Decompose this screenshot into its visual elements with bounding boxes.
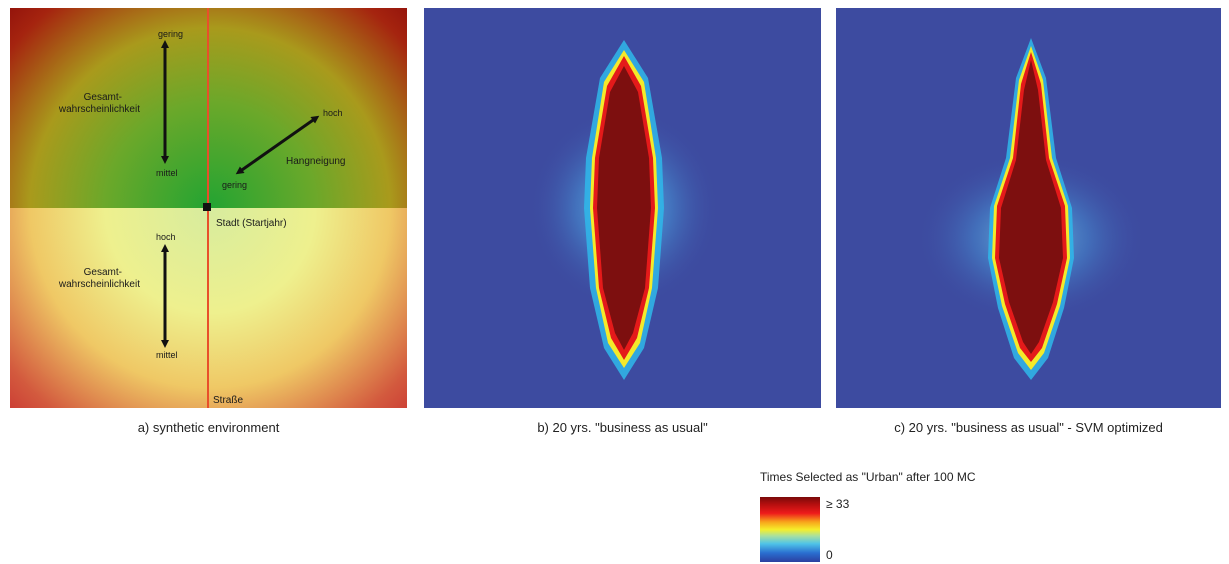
label-mittel-bottom: mittel xyxy=(156,350,178,360)
label-stadt-startjahr: Stadt (Startjahr) xyxy=(216,218,287,229)
label-hoch-slope: hoch xyxy=(323,108,343,118)
label-hoch-bottom: hoch xyxy=(156,232,176,242)
slope-arrow xyxy=(235,115,320,175)
svm-optimized-heatmap xyxy=(836,8,1221,408)
caption-business-as-usual: b) 20 yrs. "business as usual" xyxy=(537,420,708,435)
legend-color-bar xyxy=(760,497,820,562)
label-gering-top: gering xyxy=(158,29,183,39)
core-c xyxy=(999,60,1063,354)
business-as-usual-heatmap xyxy=(424,8,821,408)
label-mittel-top: mittel xyxy=(156,168,178,178)
label-gering-slope: gering xyxy=(222,180,247,190)
legend-max-label: ≥ 33 xyxy=(826,497,850,511)
synthetic-environment-panel: gering Gesamt- wahrscheinlichkeit mittel… xyxy=(10,8,407,408)
label-wahrscheinlichkeit-bottom: wahrscheinlichkeit xyxy=(58,279,140,290)
legend-title: Times Selected as "Urban" after 100 MC xyxy=(760,470,976,484)
legend-min-label: 0 xyxy=(826,548,833,562)
label-hangneigung: Hangneigung xyxy=(286,156,346,167)
label-wahrscheinlichkeit-top: wahrscheinlichkeit xyxy=(58,104,140,115)
label-gesamt-top: Gesamt- xyxy=(84,92,122,103)
label-strasse: Straße xyxy=(213,395,243,406)
caption-svm-optimized: c) 20 yrs. "business as usual" - SVM opt… xyxy=(894,420,1163,435)
core-b xyxy=(597,66,651,350)
caption-synthetic-environment: a) synthetic environment xyxy=(137,420,280,435)
label-gesamt-bottom: Gesamt- xyxy=(84,267,122,278)
city-start-marker xyxy=(203,203,211,211)
